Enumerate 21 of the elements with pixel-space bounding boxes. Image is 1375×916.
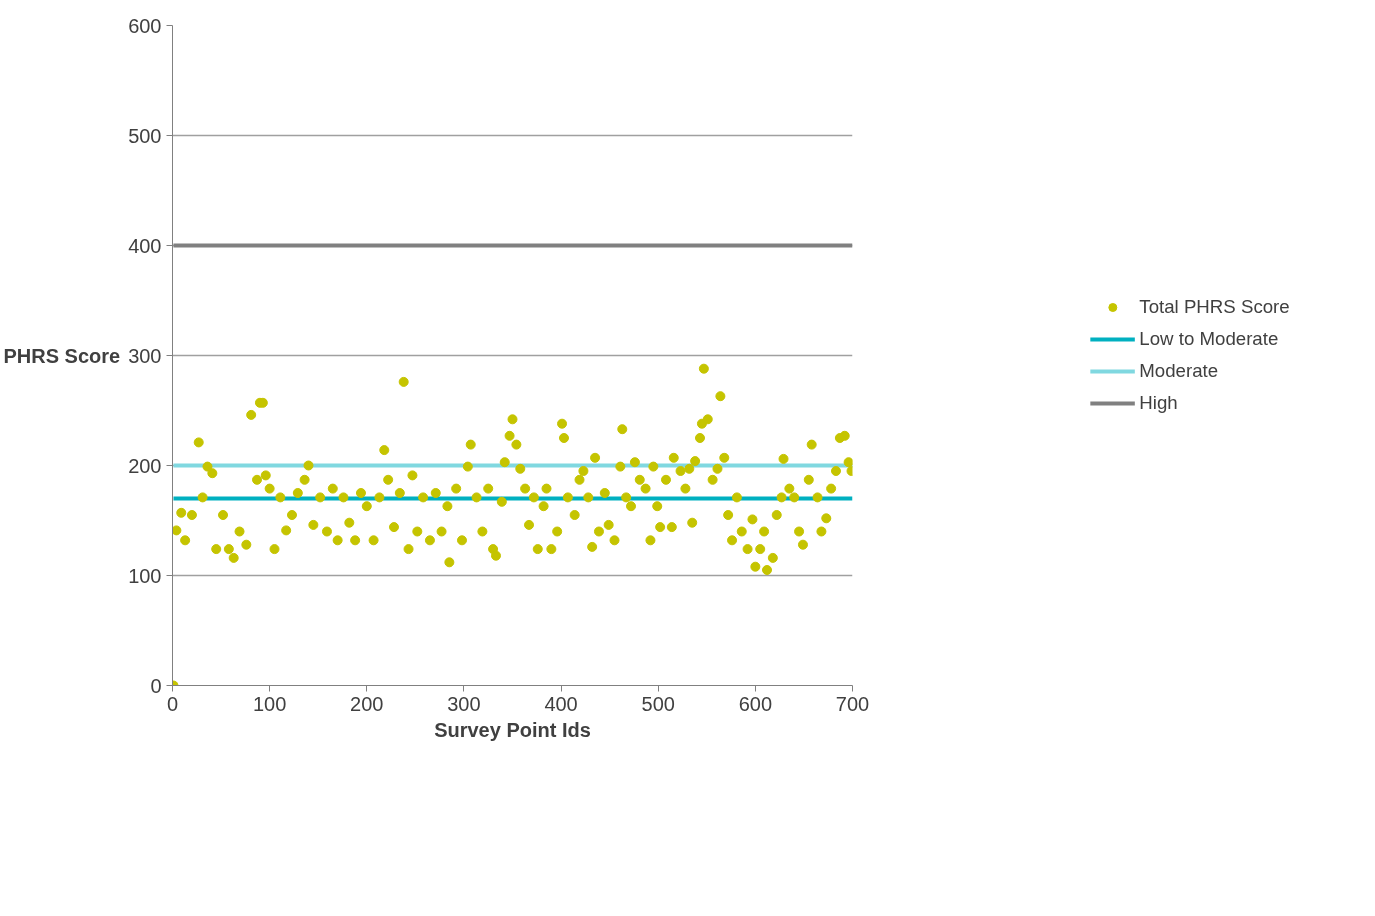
x-tick-label: 0 — [166, 692, 179, 715]
legend-label: Low to Moderate — [1139, 328, 1279, 350]
legend-label: High — [1139, 392, 1178, 414]
x-axis-title: Survey Point Ids — [434, 718, 591, 741]
x-tick-label: 400 — [544, 692, 578, 715]
y-tick-label: 100 — [128, 564, 162, 587]
legend-label: Total PHRS Score — [1139, 296, 1290, 318]
x-tick-label: 700 — [835, 692, 870, 715]
y-tick-label: 600 — [128, 14, 162, 37]
x-tick-label: 600 — [738, 692, 773, 715]
y-tick-label: 500 — [128, 124, 162, 147]
y-tick-label: 0 — [150, 674, 162, 697]
y-tick-label: 400 — [128, 234, 162, 257]
y-axis-title: PHRS Score — [3, 344, 121, 367]
x-tick-label: 300 — [447, 692, 481, 715]
y-tick-label: 200 — [128, 454, 162, 477]
x-tick-label: 100 — [252, 692, 287, 715]
legend-label: Moderate — [1139, 360, 1219, 382]
x-tick-label: 200 — [350, 692, 384, 715]
y-tick-label: 300 — [128, 344, 162, 367]
x-tick-label: 500 — [641, 692, 675, 715]
